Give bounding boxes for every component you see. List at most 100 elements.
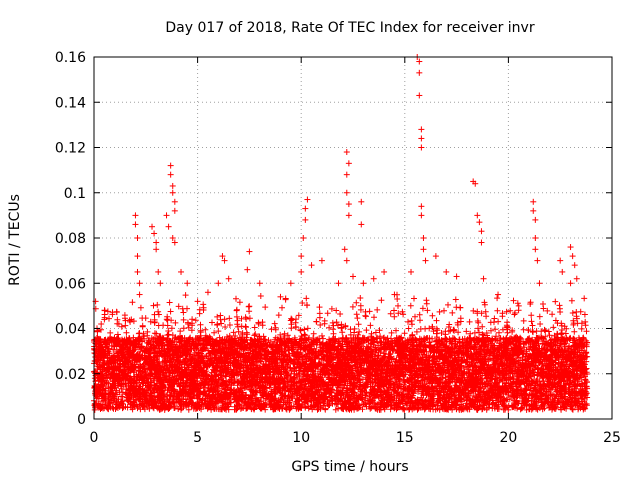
- data-point: [474, 212, 481, 219]
- data-point: [256, 280, 263, 287]
- data-point: [358, 198, 365, 205]
- data-point: [345, 212, 352, 219]
- data-point: [136, 291, 143, 298]
- y-tick-label: 0.1: [64, 186, 86, 202]
- data-point: [308, 262, 315, 269]
- data-point: [155, 268, 162, 275]
- data-point: [302, 205, 309, 212]
- data-point: [567, 280, 574, 287]
- data-point: [184, 280, 191, 287]
- data-point: [478, 228, 485, 235]
- x-tick-label: 25: [603, 430, 621, 446]
- data-point: [221, 257, 228, 264]
- y-tick-label: 0.14: [55, 95, 86, 111]
- data-point: [128, 316, 135, 323]
- data-point: [215, 280, 222, 287]
- data-point: [532, 216, 539, 223]
- data-point: [381, 268, 388, 275]
- data-point: [358, 221, 365, 228]
- data-point: [536, 280, 543, 287]
- data-point: [476, 219, 483, 226]
- data-point: [132, 221, 139, 228]
- x-axis-label: GPS time / hours: [291, 459, 408, 475]
- data-point: [420, 235, 427, 241]
- data-point: [167, 171, 174, 178]
- data-point: [246, 248, 253, 255]
- data-point: [151, 230, 158, 237]
- data-point: [318, 257, 325, 264]
- data-point: [171, 207, 178, 214]
- data-point: [298, 268, 305, 275]
- data-point: [418, 135, 425, 142]
- data-point: [573, 275, 580, 282]
- data-point: [165, 223, 172, 230]
- data-point: [370, 275, 377, 282]
- dense-point-cloud: [91, 291, 591, 413]
- data-point: [341, 246, 348, 253]
- data-point: [530, 198, 537, 205]
- x-tick-label: 10: [292, 430, 310, 446]
- data-point: [136, 280, 143, 287]
- data-point: [343, 171, 350, 178]
- x-tick-label: 0: [90, 430, 99, 446]
- data-point: [418, 126, 425, 133]
- data-point: [157, 280, 164, 287]
- data-point: [300, 235, 307, 241]
- y-tick-label: 0.06: [55, 276, 86, 292]
- data-point: [169, 189, 176, 196]
- data-point: [480, 275, 487, 282]
- data-point: [453, 273, 460, 280]
- data-point: [178, 268, 185, 275]
- data-point: [101, 316, 108, 323]
- axis-ticks: 0 5 10 15 20 25 0 0.02 0.04 0.06 0.08 0.1 0.12 0.14 0.…: [55, 50, 621, 446]
- data-point: [149, 223, 156, 230]
- dense-point-path: [91, 291, 591, 413]
- data-point: [225, 275, 232, 282]
- data-point: [115, 320, 122, 327]
- y-tick-label: 0: [77, 412, 86, 428]
- data-point: [171, 239, 178, 246]
- data-point: [345, 160, 352, 167]
- data-point: [350, 273, 356, 280]
- x-tick-label: 20: [499, 430, 517, 446]
- data-point: [345, 201, 352, 208]
- data-point: [472, 180, 479, 187]
- data-point: [219, 253, 226, 260]
- data-point: [532, 235, 539, 241]
- data-point: [559, 268, 566, 275]
- data-point: [134, 268, 141, 275]
- data-point: [167, 162, 174, 169]
- chart-title: Day 017 of 2018, Rate Of TEC Index for r…: [165, 20, 534, 36]
- data-point: [557, 257, 564, 264]
- y-tick-label: 0.02: [55, 367, 86, 383]
- data-point: [204, 289, 211, 296]
- data-point: [567, 244, 574, 251]
- data-point: [416, 92, 423, 99]
- data-point: [343, 149, 350, 156]
- data-point: [153, 246, 160, 253]
- data-point: [418, 144, 425, 151]
- y-tick-label: 0.08: [55, 231, 86, 247]
- data-point: [416, 69, 423, 76]
- y-tick-label: 0.16: [55, 50, 86, 66]
- data-point: [302, 216, 309, 223]
- data-point: [416, 58, 423, 65]
- data-point: [132, 212, 139, 219]
- x-tick-label: 15: [396, 430, 414, 446]
- data-point: [134, 253, 141, 260]
- data-point: [95, 345, 102, 352]
- data-point: [391, 291, 398, 298]
- data-point: [244, 266, 251, 273]
- data-point: [169, 182, 176, 189]
- data-point: [163, 212, 170, 219]
- data-point: [515, 302, 522, 309]
- data-point: [298, 253, 305, 260]
- data-point: [408, 268, 415, 275]
- data-point: [171, 198, 178, 205]
- data-point: [432, 253, 439, 260]
- data-point: [532, 246, 539, 253]
- data-point: [134, 235, 141, 241]
- data-point: [478, 239, 485, 246]
- data-point: [343, 257, 350, 264]
